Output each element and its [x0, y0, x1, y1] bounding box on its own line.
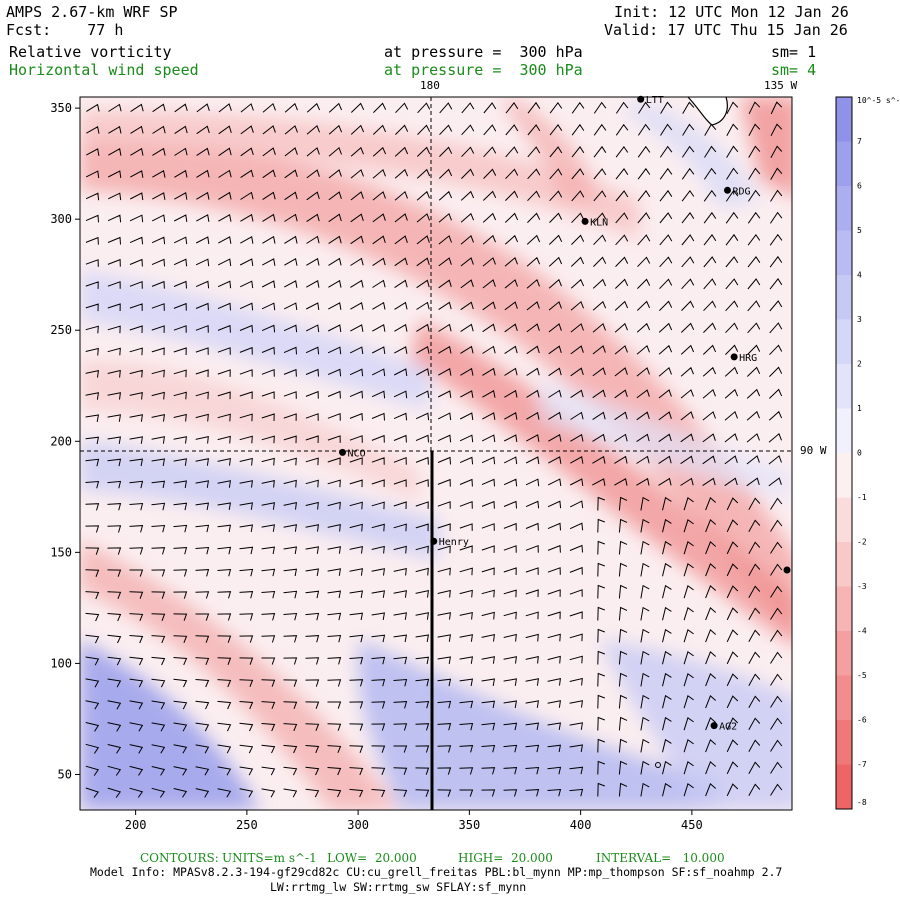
- station-label: LTT: [646, 95, 664, 106]
- colorbar-label: 6: [857, 182, 862, 191]
- forecast-hour: Fcst: 77 h: [6, 21, 124, 39]
- colorbar-label: 3: [857, 315, 862, 324]
- colorbar-units: 10^-5 s^-1: [857, 96, 900, 105]
- contours-interval: INTERVAL= 10.000: [596, 851, 725, 865]
- station-marker: [723, 186, 731, 194]
- x-tick-label: 200: [125, 818, 147, 832]
- station-label: KLN: [590, 217, 608, 228]
- contours-units: UNITS=m s^-1: [222, 851, 317, 865]
- station-marker: [339, 448, 347, 456]
- colorbar-segment: [836, 141, 852, 186]
- colorbar-label: -7: [857, 760, 867, 769]
- y-tick-label: 50: [58, 767, 72, 781]
- station-markers: RDG KLN HRG NCO Henry AG2 LTT: [339, 95, 757, 733]
- field-2-level: at pressure = 300 hPa: [384, 61, 583, 79]
- contours-low: LOW= 20.000: [327, 851, 417, 865]
- colorbar-segment: [836, 186, 852, 231]
- wind-barb-paths: [85, 101, 783, 798]
- colorbar-segment: [836, 453, 852, 498]
- colorbar-segment: [836, 97, 852, 142]
- plot-frame: [79, 96, 793, 811]
- station-marker: [710, 722, 718, 730]
- x-tick-label: 250: [236, 818, 258, 832]
- vorticity-field: [80, 97, 792, 810]
- colorbar-label: -5: [857, 671, 867, 680]
- field-1-name: Relative vorticity: [9, 43, 172, 61]
- station-marker: [430, 537, 438, 545]
- field-2-smoothing: sm= 4: [771, 61, 817, 79]
- colorbar-label: 0: [857, 449, 862, 458]
- colorbar-label: -4: [857, 627, 867, 636]
- x-tick-label: 450: [681, 818, 703, 832]
- colorbar-label: -3: [857, 582, 867, 591]
- y-tick-label: 200: [50, 434, 72, 448]
- colorbar-segment: [836, 542, 852, 587]
- station-label: Henry: [439, 537, 469, 548]
- colorbar-label: -6: [857, 716, 867, 725]
- colorbar-segment: [836, 675, 852, 720]
- colorbar-segment: [836, 586, 852, 631]
- colorbar-label: 5: [857, 226, 862, 235]
- colorbar-segment: [836, 764, 852, 809]
- wind-barbs: [85, 101, 783, 798]
- lon-label-90w: 90 W: [800, 444, 827, 457]
- y-tick-label: 350: [50, 101, 72, 115]
- colorbar-label: -2: [857, 538, 867, 547]
- lon-label-135w: 135 W: [764, 79, 798, 92]
- station-marker: [581, 217, 589, 225]
- model-info: Model Info: MPASv8.2.3-194-gf29cd82c CU:…: [90, 865, 783, 879]
- colorbar-label: 2: [857, 360, 862, 369]
- colorbar-segment: [836, 275, 852, 320]
- model-info-2: LW:rrtmg_lw SW:rrtmg_sw SFLAY:sf_mynn: [270, 880, 527, 894]
- field-1-smoothing: sm= 1: [771, 43, 817, 61]
- station-label: AG2: [719, 722, 737, 733]
- colorbar-segment: [836, 720, 852, 765]
- colorbar-label: -8: [857, 798, 867, 807]
- station-marker-small: [655, 762, 661, 768]
- colorbar-segment: [836, 631, 852, 676]
- contours-label: CONTOURS:: [140, 851, 219, 865]
- colorbar-segment: [836, 497, 852, 542]
- model-title: AMPS 2.67-km WRF SP: [6, 3, 178, 21]
- y-axis: 50 100 150 200 250 300 350: [50, 101, 80, 781]
- x-tick-label: 400: [570, 818, 592, 832]
- y-tick-label: 100: [50, 656, 72, 670]
- colorbar-segment: [836, 364, 852, 409]
- station-label: NCO: [348, 448, 366, 459]
- coastline: [687, 97, 728, 126]
- station-label: RDG: [732, 186, 750, 197]
- y-tick-label: 150: [50, 545, 72, 559]
- colorbar-label: 7: [857, 137, 862, 146]
- station-label: HRG: [739, 353, 757, 364]
- field-2-name: Horizontal wind speed: [9, 61, 199, 79]
- init-time: Init: 12 UTC Mon 12 Jan 26: [614, 3, 849, 21]
- colorbar: 7 6 5 4 3 2 1 0 -1 -2 -3 -4 -5 -6 -7 -8: [836, 97, 867, 809]
- station-marker: [637, 95, 645, 103]
- lon-label-180: 180: [420, 79, 440, 92]
- colorbar-segment: [836, 408, 852, 453]
- colorbar-label: -1: [857, 493, 867, 502]
- x-tick-label: 300: [347, 818, 369, 832]
- x-tick-label: 350: [459, 818, 481, 832]
- colorbar-frame: [835, 96, 853, 810]
- field-1-level: at pressure = 300 hPa: [384, 43, 583, 61]
- contours-high: HIGH= 20.000: [458, 851, 553, 865]
- y-tick-label: 250: [50, 323, 72, 337]
- station-marker-edge: [783, 566, 791, 574]
- x-axis: 200 250 300 350 400 450: [125, 810, 703, 832]
- y-tick-label: 300: [50, 212, 72, 226]
- colorbar-label: 4: [857, 271, 862, 280]
- colorbar-segment: [836, 230, 852, 275]
- colorbar-label: 1: [857, 404, 862, 413]
- colorbar-segment: [836, 319, 852, 364]
- valid-time: Valid: 17 UTC Thu 15 Jan 26: [604, 21, 848, 39]
- station-marker: [730, 353, 738, 361]
